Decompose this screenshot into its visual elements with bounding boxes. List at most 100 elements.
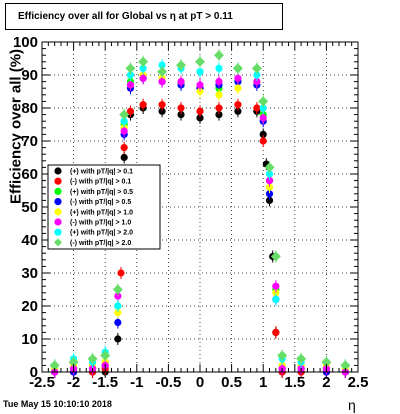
- y-axis-label: Efficiency over all (%): [7, 48, 25, 205]
- data-point: [272, 282, 280, 290]
- x-tick-label: -0.5: [155, 374, 181, 391]
- legend-marker: [54, 238, 62, 247]
- data-point: [234, 84, 242, 92]
- y-tick-label: 0: [30, 364, 38, 381]
- data-point: [215, 64, 223, 72]
- data-point: [126, 107, 135, 115]
- data-point: [234, 101, 242, 109]
- data-point: [277, 350, 288, 361]
- data-point: [177, 104, 185, 112]
- legend-box: [47, 164, 161, 250]
- data-point: [234, 74, 242, 82]
- x-tick-label: 1.5: [284, 374, 305, 391]
- data-point: [265, 190, 274, 198]
- data-point: [100, 350, 111, 361]
- data-point: [195, 56, 205, 67]
- data-point: [139, 64, 147, 72]
- data-point: [196, 68, 204, 76]
- data-point: [196, 114, 204, 122]
- legend-marker: [54, 167, 62, 175]
- data-point: [126, 71, 135, 79]
- data-point: [117, 269, 125, 277]
- data-point: [158, 78, 166, 86]
- data-point: [264, 162, 275, 173]
- y-tick-label: 80: [21, 100, 38, 117]
- data-point: [120, 153, 128, 162]
- axis-ticks: [41, 41, 359, 373]
- data-point: [232, 63, 243, 74]
- data-point: [265, 183, 274, 191]
- data-point: [120, 144, 128, 152]
- x-axis-label: η: [348, 397, 356, 413]
- data-point: [265, 177, 274, 185]
- y-tick-label: 60: [21, 166, 38, 183]
- data-point: [196, 107, 204, 115]
- data-point: [196, 87, 204, 96]
- x-tick-label: 2.5: [348, 374, 369, 391]
- legend-label: (+) with pT/|q| > 0.1: [70, 169, 133, 176]
- data-point: [259, 130, 267, 138]
- data-point: [176, 60, 187, 71]
- data-point: [68, 357, 79, 368]
- data-point: [114, 292, 122, 300]
- data-point: [196, 81, 204, 89]
- x-tick-label: 0: [196, 374, 204, 391]
- data-point: [215, 104, 223, 112]
- legend-label: (-) with pT/|q| > 0.5: [70, 199, 131, 206]
- axis-tick-labels: -2.5 -2 -1.5 -1 -0.5 0 0.5 1 1.5 2 2.5 0 10 20 30 40 50 6…: [13, 34, 368, 391]
- data-point: [259, 137, 267, 145]
- data-point: [253, 104, 261, 112]
- chart-legend: (+) with pT/|q| > 0.1 (-) with pT/|q| > 0…: [47, 164, 161, 250]
- data-point: [120, 127, 128, 135]
- x-tick-label: -2.5: [29, 374, 55, 391]
- data-point: [215, 91, 223, 99]
- data-point: [272, 328, 280, 336]
- data-point: [114, 318, 122, 327]
- x-tick-label: 0.5: [221, 374, 242, 391]
- y-tick-label: 30: [21, 265, 38, 282]
- data-point: [125, 63, 136, 74]
- legend-marker: [54, 208, 62, 216]
- legend-marker: [54, 218, 62, 226]
- data-point: [157, 66, 168, 77]
- legend-label: (-) with pT/|q| > 2.0: [70, 240, 131, 247]
- data-point: [114, 309, 122, 317]
- data-point: [234, 107, 242, 115]
- data-point: [258, 96, 269, 107]
- data-point: [251, 63, 262, 74]
- x-tick-label: 1: [259, 374, 267, 391]
- data-point: [213, 50, 224, 61]
- data-point: [272, 295, 280, 303]
- x-tick-label: -1: [130, 374, 143, 391]
- legend-marker: [54, 198, 62, 206]
- x-tick-label: 2: [322, 374, 330, 391]
- legend-label: (+) with pT/|q| > 2.0: [70, 230, 133, 237]
- series-8: [49, 49, 351, 372]
- data-point: [253, 78, 261, 86]
- legend-label: (-) with pT/|q| > 0.1: [70, 179, 131, 186]
- data-point: [265, 196, 274, 204]
- data-point: [177, 111, 185, 119]
- legend-marker: [54, 187, 62, 195]
- data-point: [321, 357, 332, 368]
- legend-label: (+) with pT/|q| > 0.5: [70, 189, 133, 196]
- y-tick-label: 90: [21, 67, 38, 84]
- data-point: [120, 117, 128, 125]
- legend-label: (-) with pT/|q| > 1.0: [70, 220, 131, 227]
- data-point: [87, 353, 98, 364]
- y-tick-label: 10: [21, 331, 38, 348]
- data-point: [114, 302, 122, 310]
- data-point: [112, 284, 123, 295]
- data-point: [139, 74, 147, 82]
- y-tick-label: 40: [21, 232, 38, 249]
- data-point: [119, 109, 130, 120]
- data-point: [158, 101, 166, 109]
- data-point: [114, 335, 122, 343]
- data-point: [296, 353, 307, 364]
- x-tick-label: -2: [67, 374, 80, 391]
- data-point: [126, 81, 135, 89]
- x-tick-label: -1.5: [92, 374, 118, 391]
- legend-marker: [54, 228, 62, 236]
- y-tick-label: 20: [21, 298, 38, 315]
- data-point: [259, 114, 267, 122]
